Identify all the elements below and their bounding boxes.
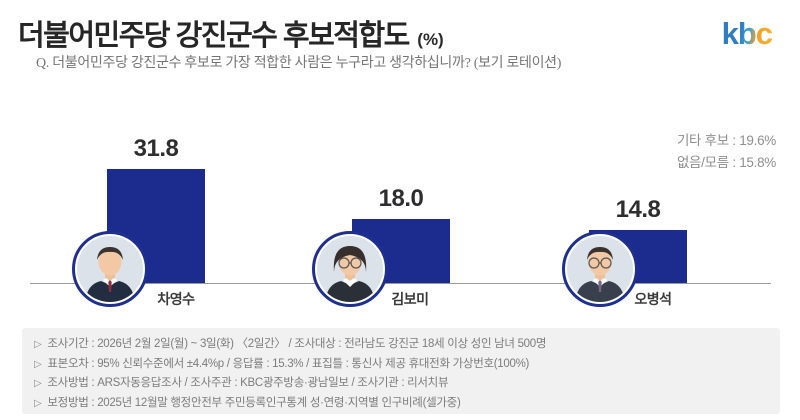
candidate-photo-3 xyxy=(562,231,638,307)
candidate-photo-1 xyxy=(72,231,148,307)
page-title: 더불어민주당 강진군수 후보적합도 xyxy=(18,20,410,52)
footer-row: ▷ 조사기간 : 2026년 2월 2일(월) ~ 3일(화) 〈2일간〉 / … xyxy=(34,335,770,355)
triangle-marker-icon: ▷ xyxy=(34,358,42,370)
footer-row: ▷ 표본오차 : 95% 신뢰수준에서 ±4.4%p / 응답률 : 15.3%… xyxy=(34,355,770,375)
title-unit: (%) xyxy=(417,30,444,49)
footer-text: 조사기간 : 2026년 2월 2일(월) ~ 3일(화) 〈2일간〉 / 조사… xyxy=(47,338,547,350)
other-candidates-stat: 기타 후보 : 19.6% xyxy=(676,133,776,148)
axis-baseline xyxy=(30,283,771,284)
survey-question: Q. 더불어민주당 강진군수 후보로 가장 적합한 사람은 누구라고 생각하십니… xyxy=(36,56,562,71)
footer-text: 조사방법 : ARS자동응답조사 / 조사주관 : KBC광주방송·광남일보 /… xyxy=(47,377,449,389)
footer-text: 표본오차 : 95% 신뢰수준에서 ±4.4%p / 응답률 : 15.3% /… xyxy=(47,357,530,370)
footer-row: ▷ 보정방법 : 2025년 12월말 행정안전부 주민등록인구통계 성·연령·… xyxy=(34,394,770,414)
header: 더불어민주당 강진군수 후보적합도 (%) xyxy=(18,12,444,54)
other-responses: 기타 후보 : 19.6% 없음/모름 : 15.8% xyxy=(677,130,776,174)
person-avatar-icon xyxy=(567,236,633,302)
candidate-name-2: 김보미 xyxy=(391,291,429,307)
none-dontknow-stat: 없음/모름 : 15.8% xyxy=(676,155,776,170)
value-label: 31.8 xyxy=(133,135,179,162)
triangle-marker-icon: ▷ xyxy=(34,339,42,350)
footer-box: ▷ 조사기간 : 2026년 2월 2일(월) ~ 3일(화) 〈2일간〉 / … xyxy=(22,328,780,414)
triangle-marker-icon: ▷ xyxy=(34,397,42,409)
value-label: 18.0 xyxy=(378,185,424,212)
person-avatar-icon xyxy=(77,236,143,302)
person-avatar-icon xyxy=(317,236,383,302)
candidate-name-3: 오병석 xyxy=(634,291,672,307)
value-label: 14.8 xyxy=(615,196,661,223)
triangle-marker-icon: ▷ xyxy=(34,378,42,389)
candidate-name-1: 차영수 xyxy=(157,291,195,307)
footer-text: 보정방법 : 2025년 12월말 행정안전부 주민등록인구통계 성·연령·지역… xyxy=(47,396,461,409)
candidate-photo-2 xyxy=(312,231,388,307)
footer-row: ▷ 조사방법 : ARS자동응답조사 / 조사주관 : KBC광주방송·광남일보… xyxy=(34,374,770,394)
kbc-logo: kbc xyxy=(721,16,773,51)
